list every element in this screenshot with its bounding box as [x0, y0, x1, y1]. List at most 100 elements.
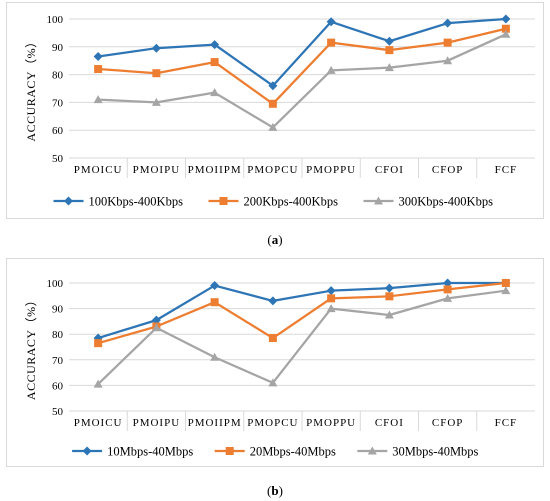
data-point-triangle — [501, 286, 511, 295]
legend-label: 300Kbps-400Kbps — [399, 195, 494, 209]
x-tick-label: CFOI — [375, 417, 404, 429]
data-point-square — [268, 99, 277, 108]
data-point-square — [501, 279, 510, 287]
y-tick-label: 70 — [52, 355, 64, 367]
data-point-triangle — [93, 95, 103, 104]
y-tick-label: 70 — [52, 97, 64, 109]
series-line — [97, 289, 507, 385]
data-point-triangle — [384, 63, 394, 72]
data-point-square — [501, 24, 510, 33]
data-point-square — [94, 65, 103, 74]
data-point-diamond — [210, 40, 220, 50]
caption-b: (b) — [267, 483, 283, 498]
legend-marker — [374, 196, 383, 205]
legend-marker — [64, 196, 73, 206]
data-point-triangle — [210, 88, 220, 97]
data-point-diamond — [151, 315, 161, 325]
data-point-triangle — [326, 65, 336, 74]
data-point-square — [327, 294, 336, 303]
y-tick-label: 90 — [52, 42, 64, 54]
chart-panel-a: 50 60 70 80 90 100 PMOICU PMOIPU PMOIIPM PMOPCU PM… — [6, 2, 544, 219]
x-tick-label: PMOIPU — [133, 417, 181, 429]
data-point-square — [385, 292, 394, 301]
caption-b-letter: b — [271, 483, 279, 498]
caption-a-letter: a — [271, 232, 279, 247]
data-point-diamond — [210, 281, 220, 291]
data-point-square — [268, 334, 277, 343]
data-point-diamond — [268, 81, 278, 91]
data-point-diamond — [326, 286, 336, 296]
data-point-square — [94, 339, 103, 348]
legend-label: 100Kbps-400Kbps — [89, 195, 184, 209]
caption-a: (a) — [267, 232, 283, 247]
x-tick-label: PMOIIPM — [188, 164, 242, 176]
legend-label: 10Mbps-40Mbps — [107, 445, 193, 459]
chart-panel-b: 50 60 70 80 90 100 PMOICU PMOIPU PMOIIPM PMOPCU PM… — [6, 258, 544, 467]
chart-a: 50 60 70 80 90 100 PMOICU PMOIPU PMOIIPM PMOPCU PM… — [24, 14, 535, 209]
data-point-diamond — [443, 278, 453, 288]
y-tick-label: 60 — [52, 380, 64, 392]
series-line — [97, 281, 506, 340]
legend-label: 20Mbps-40Mbps — [250, 445, 336, 459]
x-tick-label: PMOPPU — [306, 164, 356, 176]
legend-marker — [82, 446, 92, 456]
data-point-diamond — [384, 283, 394, 293]
x-tick-label: CFOP — [432, 164, 464, 176]
data-point-square — [327, 38, 336, 47]
data-point-diamond — [93, 52, 103, 62]
legend-label: 200Kbps-400Kbps — [244, 195, 339, 209]
data-point-square — [210, 58, 219, 67]
series-line — [97, 281, 506, 345]
data-point-diamond — [501, 14, 511, 24]
series-line — [97, 17, 506, 87]
data-point-square — [210, 298, 219, 307]
x-tick-label: FCF — [495, 417, 518, 429]
y-tick-label: 100 — [47, 14, 64, 26]
y-axis-label: ACCURACY（%） — [24, 294, 38, 400]
series-line — [98, 33, 507, 129]
x-tick-label: PMOICU — [74, 164, 123, 176]
x-tick-label: PMOIIPM — [188, 417, 242, 429]
y-tick-label: 100 — [47, 278, 64, 290]
y-tick-label: 50 — [52, 406, 64, 418]
x-tick-label: PMOICU — [74, 417, 123, 429]
data-point-square — [443, 285, 452, 294]
legend-marker — [225, 447, 234, 455]
x-tick-label: PMOPCU — [247, 417, 298, 429]
data-point-triangle — [151, 97, 161, 106]
data-point-diamond — [384, 36, 394, 46]
data-point-triangle — [268, 378, 278, 387]
y-tick-label: 90 — [52, 304, 64, 316]
data-point-triangle — [93, 379, 103, 388]
data-point-triangle — [443, 56, 453, 65]
data-point-square — [152, 69, 161, 78]
data-point-triangle — [210, 352, 220, 361]
legend-marker — [219, 197, 228, 205]
data-point-square — [385, 46, 394, 55]
legend-label: 30Mbps-40Mbps — [392, 445, 478, 459]
x-tick-label: FCF — [495, 164, 518, 176]
data-point-triangle — [384, 310, 394, 319]
y-axis-label: ACCURACY（%） — [24, 35, 38, 141]
x-tick-label: CFOP — [432, 417, 464, 429]
data-point-triangle — [268, 122, 278, 131]
chart-b: 50 60 70 80 90 100 PMOICU PMOIPU PMOIIPM PMOPCU PM… — [24, 278, 535, 459]
y-tick-label: 50 — [52, 153, 64, 165]
y-tick-label: 60 — [52, 125, 64, 137]
data-point-diamond — [443, 18, 453, 28]
x-tick-label: PMOPCU — [247, 164, 298, 176]
x-tick-label: CFOI — [375, 164, 404, 176]
data-point-square — [443, 38, 452, 47]
data-point-diamond — [93, 333, 103, 343]
legend-marker — [367, 446, 377, 455]
x-tick-label: PMOPPU — [306, 417, 356, 429]
series-line — [98, 27, 507, 105]
data-point-diamond — [326, 17, 336, 27]
y-tick-label: 80 — [52, 329, 64, 341]
x-tick-label: PMOIPU — [133, 164, 181, 176]
data-point-diamond — [268, 296, 278, 306]
data-point-triangle — [326, 304, 336, 313]
data-point-triangle — [151, 323, 161, 332]
data-point-triangle — [443, 293, 453, 302]
data-point-diamond — [151, 43, 161, 53]
